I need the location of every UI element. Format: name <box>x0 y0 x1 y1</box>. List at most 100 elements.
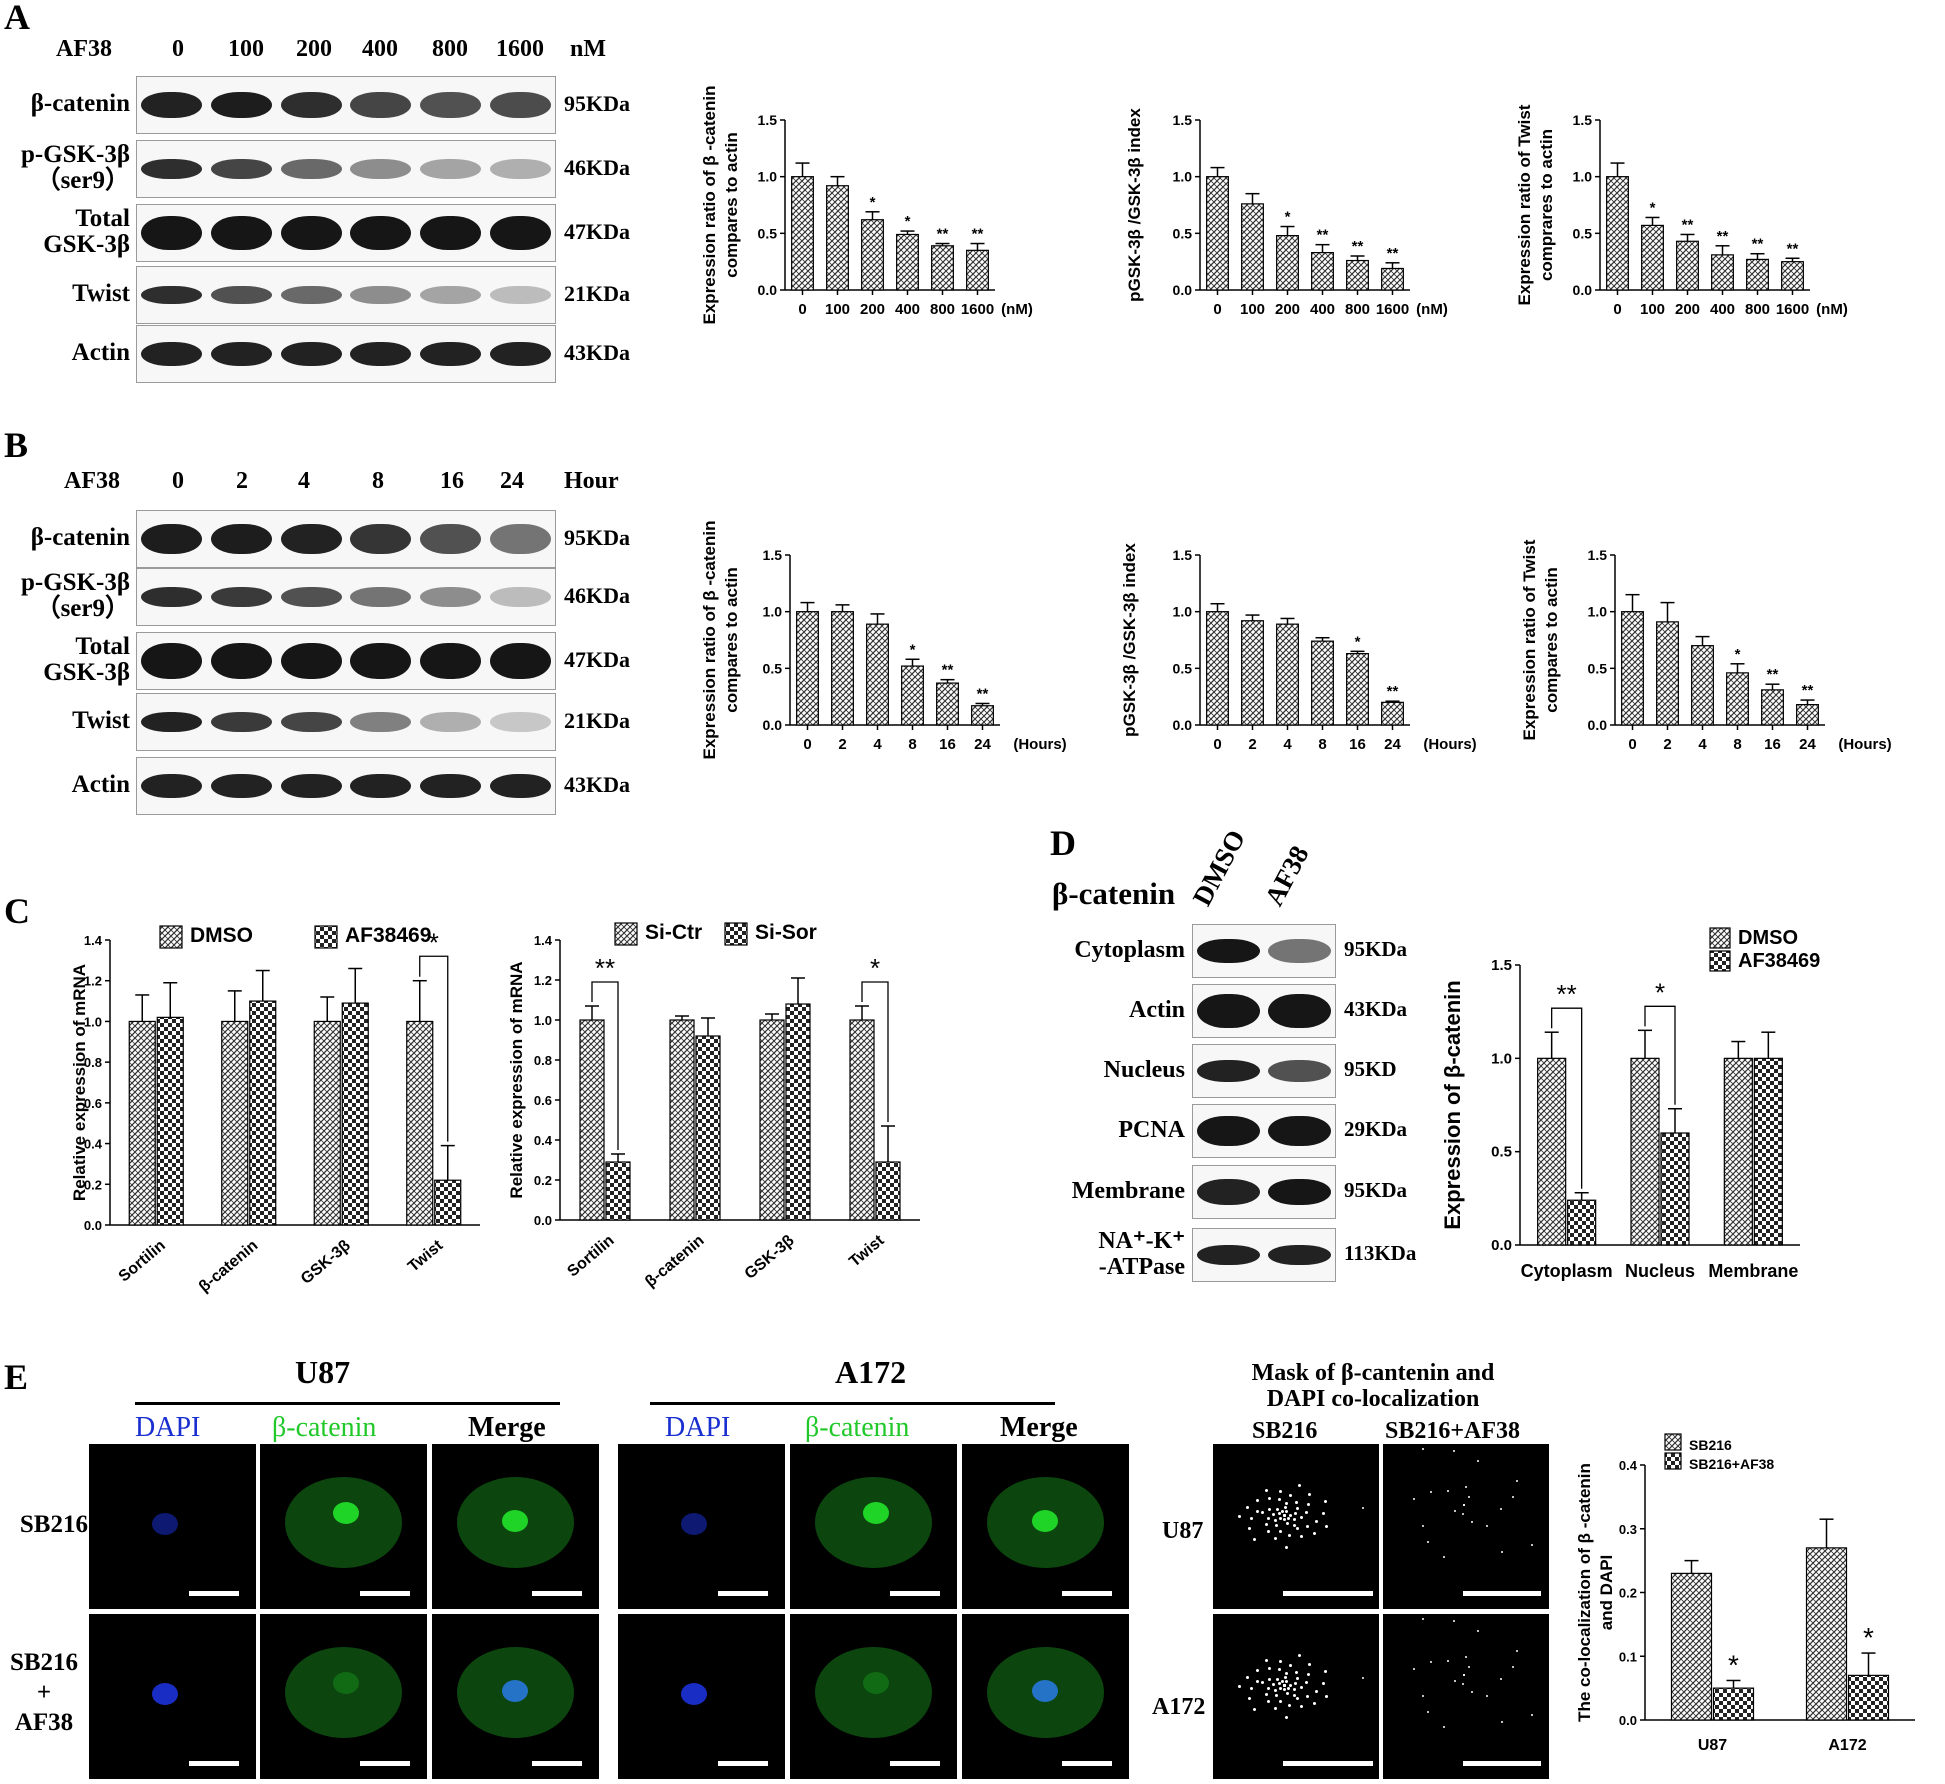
band <box>419 216 482 250</box>
mask-dot <box>1299 1685 1303 1689</box>
x-tick-label: 8 <box>1318 736 1326 753</box>
band <box>419 774 482 798</box>
mask-dot <box>1286 1686 1290 1690</box>
mask-dot <box>1430 1490 1433 1493</box>
mask-dot <box>1285 1510 1289 1514</box>
panel-e-label: E <box>4 1357 29 1397</box>
mask-dot <box>1274 1519 1278 1523</box>
significance-bracket <box>1644 1005 1676 1105</box>
nucleus-signal <box>863 1671 890 1694</box>
mask-dot <box>1325 1524 1329 1528</box>
band <box>280 92 342 118</box>
band <box>350 712 412 732</box>
legend-label: AF38469 <box>345 924 431 947</box>
y-tick-label: 0.6 <box>534 1093 552 1108</box>
band <box>210 712 273 732</box>
lane-dmso: DMSO <box>1186 824 1252 911</box>
bar <box>1276 235 1299 291</box>
y-tick-label: 0.5 <box>758 225 778 241</box>
band <box>350 92 412 118</box>
y-axis-label: pGSK-3β /GSK-3β index <box>1120 543 1139 737</box>
x-unit-label: (nM) <box>1816 301 1848 318</box>
x-tick-label: 200 <box>1675 301 1700 318</box>
y-tick-label: 1.4 <box>534 933 553 948</box>
mask-dot <box>1298 1653 1302 1657</box>
band <box>141 92 203 118</box>
significance-mark: ** <box>1387 245 1399 262</box>
band <box>419 643 482 679</box>
band <box>489 524 551 554</box>
x-tick-label: 400 <box>895 301 920 318</box>
mask-dot <box>1557 1698 1560 1701</box>
bar <box>831 611 854 726</box>
mask-dot <box>1293 1681 1297 1685</box>
blot-label: Actin <box>1129 997 1185 1023</box>
band <box>489 92 551 118</box>
band <box>350 286 412 304</box>
x-unit-label: (nM) <box>1001 301 1033 318</box>
lane-af38: AF38 <box>1258 840 1315 911</box>
blot-strip <box>136 693 556 751</box>
bar <box>1660 1132 1690 1246</box>
kda-label: 113KDa <box>1344 1241 1417 1265</box>
significance-mark: ** <box>937 226 949 243</box>
mask-dot <box>1256 1669 1260 1673</box>
significance-mark: ** <box>972 226 984 243</box>
blot-label: Twist <box>72 707 130 734</box>
x-tick-label: 8 <box>1733 736 1741 753</box>
mask-dot <box>1486 1525 1488 1528</box>
band <box>141 774 203 798</box>
kda-label: 47KDa <box>564 219 630 244</box>
y-axis-label: pGSK-3β /GSK-3β index <box>1125 108 1144 302</box>
significance-bracket <box>861 981 889 1122</box>
significance-mark: * <box>1863 1622 1874 1653</box>
y-tick-label: 0.0 <box>1491 1237 1512 1254</box>
treatment-label: AF38 <box>56 36 112 62</box>
mask-dot <box>1463 1674 1465 1676</box>
y-tick-label: 1.5 <box>758 112 778 128</box>
band <box>1268 1179 1331 1205</box>
mask-dot <box>1299 1704 1303 1708</box>
mask-dot <box>1516 1479 1519 1482</box>
y-tick-label: 1.5 <box>1588 547 1608 563</box>
bar <box>1691 645 1714 726</box>
mask-image <box>1213 1614 1379 1779</box>
mask-dot <box>1446 1660 1449 1663</box>
y-tick-label: 0.2 <box>84 1177 102 1192</box>
nucleus-signal <box>863 1501 890 1524</box>
bar <box>936 682 959 726</box>
y-axis-label: Expression ratio of Twist <box>1520 539 1539 740</box>
bar <box>1641 224 1664 291</box>
mask-dot <box>1278 1686 1282 1690</box>
bar <box>966 249 989 291</box>
significance-mark: * <box>1355 633 1361 650</box>
x-tick-label: 4 <box>873 736 882 753</box>
legend-label: SB216 <box>1689 1437 1732 1453</box>
bar <box>1630 1057 1660 1246</box>
y-tick-label: 0.0 <box>1173 717 1193 733</box>
x-tick-label: A172 <box>1828 1737 1866 1754</box>
mask-dot <box>1422 1448 1425 1451</box>
bar <box>1621 611 1644 726</box>
mask-dot <box>1296 1676 1300 1680</box>
band <box>280 286 342 304</box>
band <box>141 159 203 179</box>
blot-label: Actin <box>71 339 130 366</box>
y-tick-label: 0.5 <box>1588 660 1608 676</box>
band <box>141 216 203 250</box>
band <box>350 587 412 607</box>
mask-image <box>1362 1614 1560 1779</box>
y-tick-label: 0.0 <box>1573 282 1593 298</box>
band <box>210 524 273 554</box>
blot-label: Nucleus <box>1103 1057 1185 1083</box>
y-tick-label: 0.5 <box>1173 660 1193 676</box>
y-tick-label: 0.0 <box>763 717 783 733</box>
x-unit-label: (nM) <box>1416 301 1448 318</box>
legend-swatch <box>1664 1433 1682 1451</box>
significance-mark: * <box>1285 209 1291 226</box>
mask-dot <box>1512 1496 1515 1499</box>
mask-dot <box>1264 1659 1268 1663</box>
mask-dot <box>1260 1681 1264 1685</box>
significance-mark: * <box>870 953 880 983</box>
x-tick-label: Membrane <box>1708 1261 1798 1281</box>
